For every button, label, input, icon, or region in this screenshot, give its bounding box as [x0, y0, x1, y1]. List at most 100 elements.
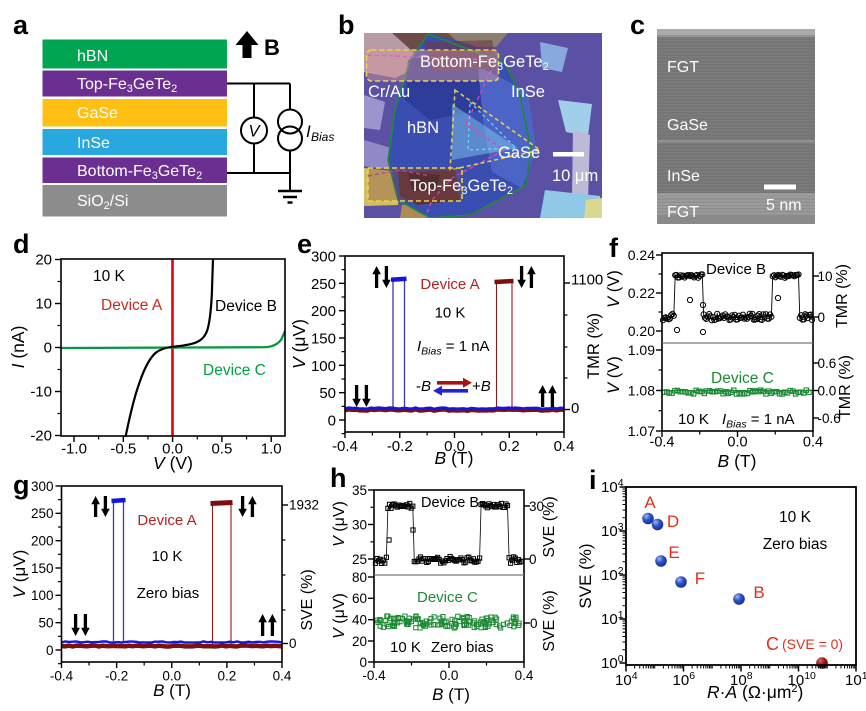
svg-text:0.24: 0.24	[628, 247, 655, 263]
svg-text:10 K: 10 K	[678, 411, 709, 428]
svg-text:10 K: 10 K	[435, 305, 466, 322]
svg-text:1.0: 1.0	[261, 441, 282, 458]
svg-text:104: 104	[615, 670, 638, 689]
svg-text:20: 20	[35, 252, 52, 269]
svg-text:B (T): B (T)	[435, 448, 474, 468]
svg-text:0.0: 0.0	[162, 669, 181, 684]
svg-text:Device B: Device B	[706, 261, 766, 278]
svg-text:Bottom-Fe3GeTe2: Bottom-Fe3GeTe2	[77, 163, 202, 182]
svg-text:GaSe: GaSe	[77, 105, 118, 122]
svg-text:InSe: InSe	[511, 83, 545, 101]
svg-text:TMR (%): TMR (%)	[585, 313, 603, 379]
svg-text:e: e	[297, 229, 312, 259]
svg-text:Device C: Device C	[711, 370, 774, 387]
svg-text:60: 60	[352, 591, 367, 606]
svg-text:Device C: Device C	[417, 589, 478, 606]
svg-text:50: 50	[319, 385, 336, 402]
svg-text:-10: -10	[30, 384, 52, 401]
svg-text:100: 100	[311, 358, 336, 375]
svg-text:V (μV): V (μV)	[331, 593, 348, 639]
svg-text:0: 0	[359, 655, 367, 670]
svg-text:-0.4: -0.4	[50, 669, 74, 684]
svg-text:Device A: Device A	[420, 276, 479, 293]
svg-text:0.6: 0.6	[818, 356, 837, 371]
svg-text:V: V	[248, 123, 261, 141]
svg-text:Device C: Device C	[203, 362, 266, 379]
svg-text:1932: 1932	[289, 498, 319, 513]
svg-text:i: i	[589, 465, 597, 495]
svg-text:300: 300	[31, 479, 54, 494]
svg-text:106: 106	[673, 670, 696, 689]
svg-text:0.22: 0.22	[628, 285, 655, 301]
svg-text:R·A (Ω·μm2): R·A (Ω·μm2)	[707, 682, 803, 702]
svg-text:0.0: 0.0	[727, 435, 747, 451]
svg-text:I: I	[306, 122, 311, 141]
svg-text:0: 0	[289, 636, 297, 651]
svg-text:0.4: 0.4	[803, 435, 823, 451]
svg-text:101: 101	[601, 609, 624, 628]
svg-text:Cr/Au: Cr/Au	[368, 83, 410, 101]
svg-text:V (V): V (V)	[605, 356, 623, 394]
svg-text:InSe: InSe	[77, 135, 110, 152]
svg-text:0.20: 0.20	[628, 323, 655, 339]
svg-text:0.0: 0.0	[440, 668, 459, 683]
svg-text:Device A: Device A	[137, 512, 196, 529]
svg-text:SiO2/Si: SiO2/Si	[77, 193, 128, 212]
svg-text:100: 100	[31, 588, 54, 603]
svg-text:104: 104	[601, 477, 624, 496]
svg-text:B (T): B (T)	[153, 681, 191, 700]
svg-text:10: 10	[35, 296, 52, 313]
svg-text:Device B: Device B	[215, 298, 277, 315]
svg-text:150: 150	[311, 331, 336, 348]
svg-text:TMR (%): TMR (%)	[837, 355, 854, 419]
svg-text:Device B: Device B	[421, 495, 479, 511]
svg-text:SVE (%): SVE (%)	[576, 543, 595, 608]
svg-text:V (μV): V (μV)	[331, 501, 348, 547]
svg-text:-0.4: -0.4	[332, 438, 358, 455]
svg-text:V (μV): V (μV)	[10, 550, 29, 599]
svg-text:0.2: 0.2	[217, 669, 236, 684]
svg-text:+B: +B	[472, 378, 491, 395]
svg-text:30: 30	[529, 499, 544, 514]
svg-text:InSe: InSe	[667, 168, 700, 185]
svg-text:0.4: 0.4	[273, 669, 292, 684]
svg-text:-0.6: -0.6	[818, 411, 841, 426]
svg-text:GaSe: GaSe	[498, 144, 540, 162]
svg-text:C: C	[766, 634, 779, 654]
svg-text:FGT: FGT	[667, 204, 699, 221]
svg-text:f: f	[609, 233, 619, 263]
svg-text:SVE (%): SVE (%)	[541, 590, 558, 651]
svg-text:Zero bias: Zero bias	[431, 639, 494, 656]
svg-text:10 K: 10 K	[779, 509, 812, 526]
svg-text:50: 50	[38, 615, 53, 630]
svg-text:Bottom-Fe3GeTe2: Bottom-Fe3GeTe2	[420, 53, 549, 73]
svg-text:GaSe: GaSe	[667, 117, 708, 134]
svg-text:d: d	[13, 229, 30, 259]
svg-text:B: B	[264, 35, 280, 60]
svg-text:IBias = 1 nA: IBias = 1 nA	[722, 411, 795, 431]
svg-text:-0.2: -0.2	[387, 438, 413, 455]
svg-text:V (V): V (V)	[153, 453, 193, 473]
svg-text:B (T): B (T)	[718, 451, 757, 471]
svg-text:(SVE = 0): (SVE = 0)	[782, 636, 843, 652]
svg-text:D: D	[667, 512, 679, 531]
svg-text:0.4: 0.4	[554, 438, 575, 455]
svg-text:1012: 1012	[845, 670, 866, 689]
svg-text:0: 0	[530, 616, 538, 631]
svg-text:Zero bias: Zero bias	[763, 536, 828, 553]
svg-text:F: F	[695, 569, 705, 588]
svg-text:c: c	[630, 10, 645, 40]
svg-text:1.07: 1.07	[628, 423, 655, 439]
svg-text:IBias = 1 nA: IBias = 1 nA	[417, 338, 490, 358]
svg-text:b: b	[338, 10, 355, 40]
svg-text:10 K: 10 K	[93, 268, 126, 285]
svg-text:300: 300	[311, 249, 336, 266]
svg-text:10 K: 10 K	[152, 548, 183, 565]
svg-text:0.0: 0.0	[162, 441, 183, 458]
svg-text:I (nA): I (nA)	[8, 326, 28, 369]
svg-text:Zero bias: Zero bias	[137, 585, 200, 602]
svg-text:g: g	[13, 470, 30, 500]
svg-text:1.09: 1.09	[628, 342, 655, 358]
svg-text:1.08: 1.08	[628, 383, 655, 399]
svg-text:0: 0	[571, 400, 579, 417]
